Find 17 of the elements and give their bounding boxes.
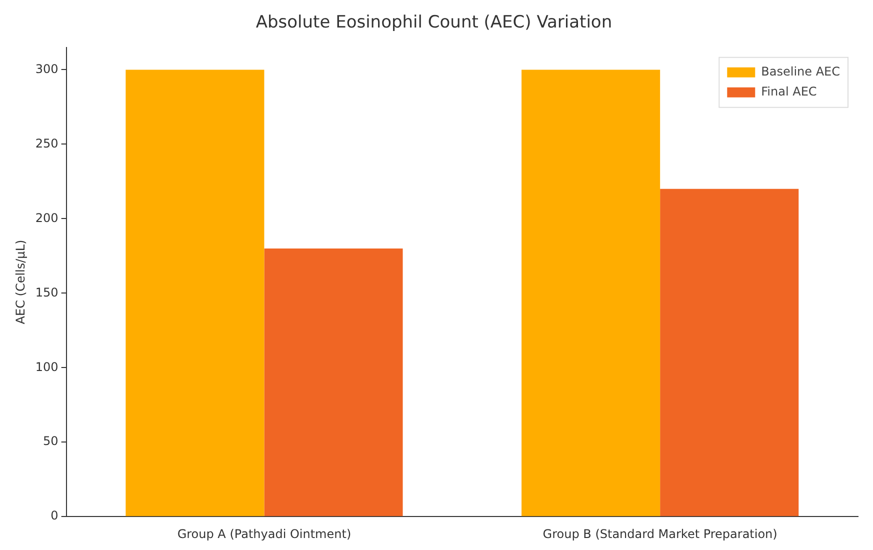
y-tick-label: 50	[43, 434, 58, 448]
bar	[660, 188, 799, 516]
legend-label: Final AEC	[761, 84, 817, 99]
y-tick-label: 250	[35, 136, 58, 150]
y-axis-title: AEC (Cells/µL)	[13, 240, 28, 324]
bar	[264, 248, 403, 516]
y-tick-label: 200	[35, 210, 58, 225]
y-tick-label: 0	[50, 508, 58, 523]
y-tick-label: 100	[35, 360, 58, 374]
y-tick-label: 300	[35, 62, 58, 76]
x-tick-label: Group B (Standard Market Preparation)	[542, 526, 778, 541]
chart-title: Absolute Eosinophil Count (AEC) Variation	[256, 12, 612, 33]
y-tick-label: 150	[35, 285, 58, 300]
legend-label: Baseline AEC	[761, 64, 840, 79]
x-tick-label: Group A (Pathyadi Ointment)	[177, 526, 352, 541]
bar	[126, 70, 264, 516]
bar	[522, 70, 660, 516]
